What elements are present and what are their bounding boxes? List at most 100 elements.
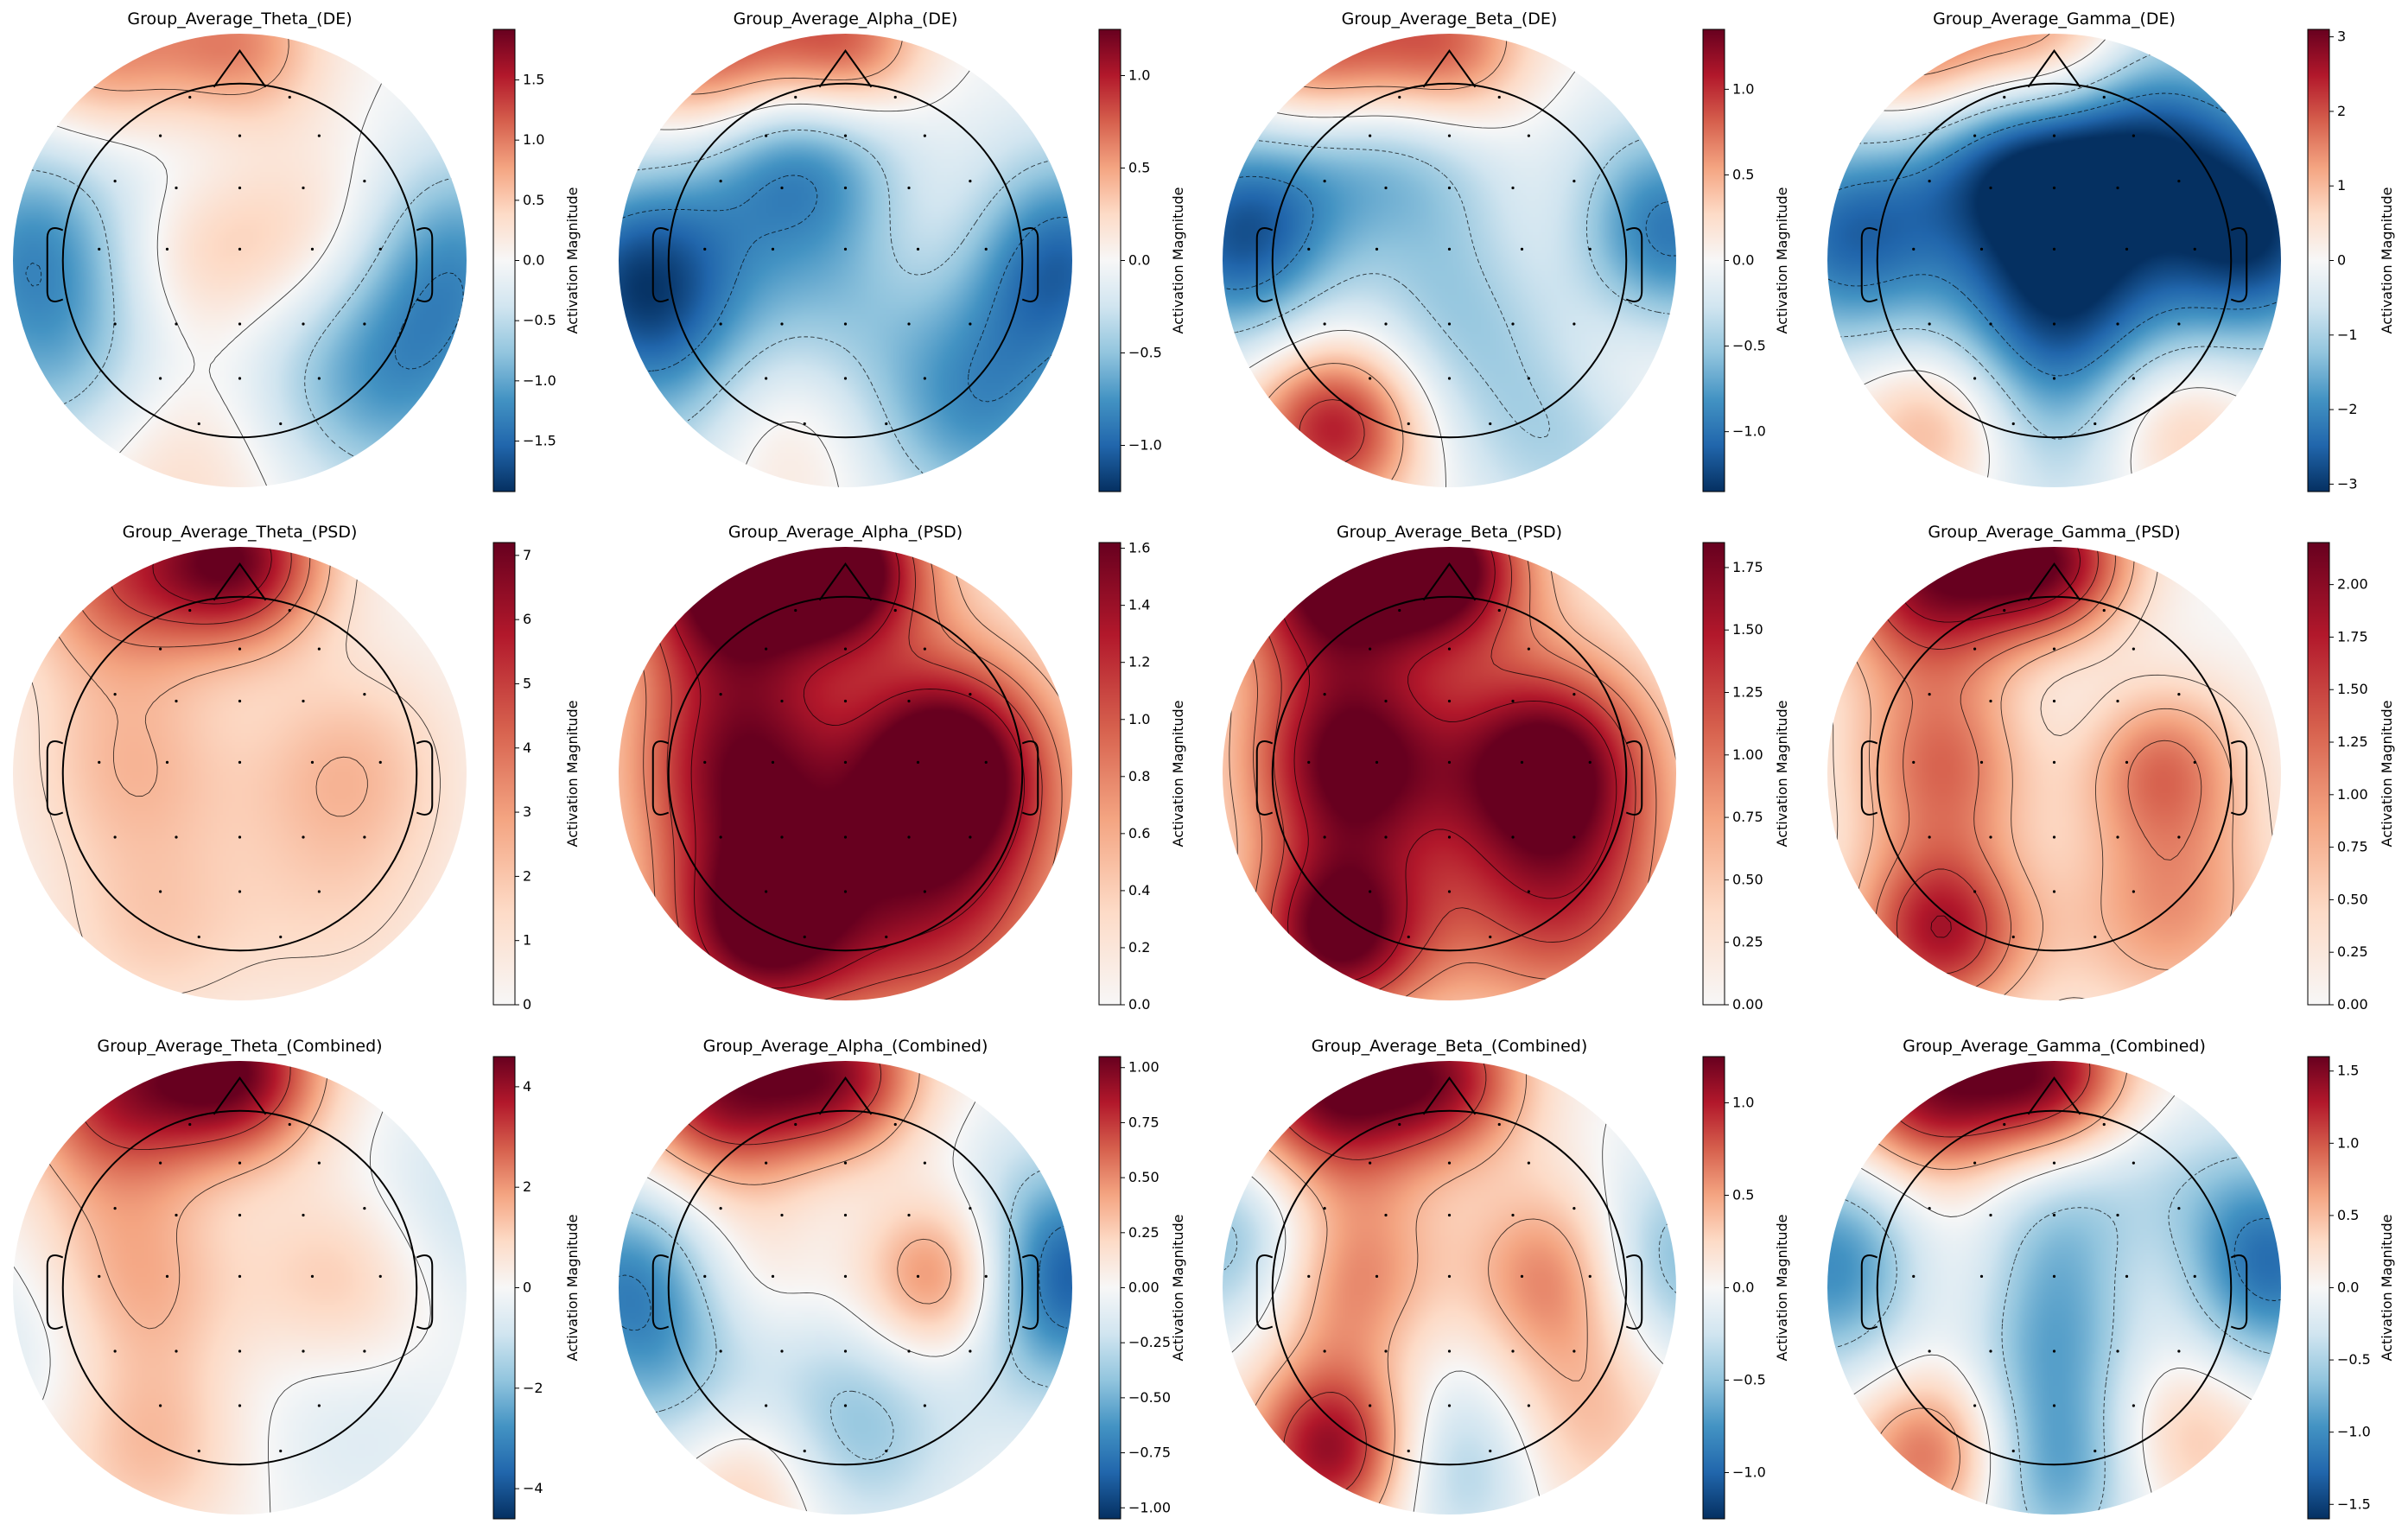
electrode-dot <box>288 608 291 613</box>
colorbar <box>492 542 516 1006</box>
electrode-dot <box>703 1274 707 1278</box>
colorbar-label: Activation Magnitude <box>564 187 581 334</box>
electrode-dot <box>2052 647 2056 651</box>
electrode-dot <box>1369 377 1372 380</box>
topomap-panel: Group_Average_Theta_(PSD) 7 6 5 4 3 2 1 0 Activat… <box>13 523 581 1013</box>
electrode-dot <box>2125 760 2129 764</box>
electrode-dot <box>1323 693 1326 696</box>
electrode-dot <box>1375 247 1379 251</box>
electrode-dot <box>969 835 972 839</box>
electrode-dot <box>113 1207 117 1210</box>
electrode-dot <box>2052 1404 2056 1407</box>
electrode-dot <box>2132 890 2135 893</box>
activation-heatmap <box>619 34 1072 487</box>
left-ear-outline <box>1255 227 1274 302</box>
electrode-dot <box>159 890 162 893</box>
colorbar-tick-label: 0.0 <box>1732 252 1754 269</box>
colorbar-tick-label: 0.25 <box>1128 1224 1160 1241</box>
electrode-dot <box>1573 322 1576 326</box>
electrode-dot <box>2011 935 2015 939</box>
colorbar-tick-label: 0 <box>2337 252 2346 269</box>
electrode-dot <box>1573 1207 1576 1210</box>
electrode-dot <box>1384 835 1388 839</box>
electrode-dot <box>719 835 722 839</box>
nose-outline <box>2027 562 2081 601</box>
electrode-dot <box>165 760 169 764</box>
colorbar-tick-label: 1.00 <box>1128 1059 1160 1076</box>
electrode-dot <box>159 377 162 380</box>
electrode-dot <box>1989 1213 1992 1217</box>
colorbar-tick-label: −1.5 <box>2337 1495 2371 1512</box>
colorbar-tick-label: 0.0 <box>1128 996 1150 1013</box>
electrode-dot <box>923 1161 926 1165</box>
panel-title: Group_Average_Theta_(PSD) <box>123 523 358 542</box>
electrode-dot <box>363 1207 366 1210</box>
electrode-dot <box>907 835 911 839</box>
colorbar-tick-label: 0.5 <box>523 192 544 208</box>
electrode-dot <box>159 1161 162 1165</box>
colorbar-tick-label: 2 <box>523 1178 531 1195</box>
electrode-dot <box>1447 890 1452 893</box>
electrode-dot <box>923 1404 926 1407</box>
colorbar-tick-label: −0.5 <box>1732 338 1766 354</box>
electrode-dot <box>238 647 242 651</box>
activation-heatmap <box>13 34 467 487</box>
colorbar-label: Activation Magnitude <box>1774 187 1790 334</box>
colorbar-tick-label: 2 <box>2337 103 2346 119</box>
electrode-dot <box>794 608 797 613</box>
electrode-dot <box>1979 1274 1984 1278</box>
electrode-dot <box>1928 693 1931 696</box>
electrode-dot <box>916 247 920 251</box>
electrode-dot <box>2132 647 2135 651</box>
electrode-dot <box>2102 1122 2106 1127</box>
right-ear-outline <box>1021 740 1039 816</box>
electrode-dot <box>238 134 242 137</box>
electrode-dot <box>317 1404 321 1407</box>
electrode-dot <box>1447 1349 1452 1353</box>
colorbar-tick-label: 1.00 <box>1732 746 1763 763</box>
electrode-dot <box>780 186 784 190</box>
colorbar-tick-label: 2.00 <box>2337 576 2368 593</box>
colorbar-tick-label: 1.75 <box>1732 559 1763 575</box>
electrode-dot <box>1511 322 1515 326</box>
electrode-dot <box>1447 186 1452 190</box>
colorbar-label: Activation Magnitude <box>1170 1215 1186 1362</box>
colorbar-tick-label: 4 <box>523 1078 531 1095</box>
electrode-dot <box>885 422 888 426</box>
electrode-dot <box>1447 699 1452 703</box>
electrode-dot <box>1527 377 1530 380</box>
electrode-dot <box>1989 1349 1992 1353</box>
right-ear-outline <box>2230 740 2248 816</box>
colorbar-tick-label: 1.0 <box>1128 711 1150 727</box>
colorbar-tick-label: 5 <box>523 675 531 691</box>
colorbar-tick-label: 3 <box>2337 29 2346 45</box>
electrode-dot <box>843 1213 848 1217</box>
electrode-dot <box>310 760 315 764</box>
colorbar-tick-label: 3 <box>523 803 531 820</box>
electrode-dot <box>2116 835 2119 839</box>
topomap-panel: Group_Average_Alpha_(PSD) 1.6 1.4 1.2 1.0 0.8… <box>619 523 1186 1013</box>
electrode-dot <box>363 693 366 696</box>
colorbar-tick-label: 1.0 <box>2337 1134 2359 1151</box>
electrode-dot <box>159 1404 162 1407</box>
electrode-dot <box>197 935 200 939</box>
colorbar-tick-label: 0.8 <box>1128 768 1150 784</box>
electrode-dot <box>1520 247 1524 251</box>
electrode-dot <box>907 186 911 190</box>
electrode-dot <box>1573 180 1576 183</box>
electrode-dot <box>2052 247 2056 251</box>
colorbar <box>1098 29 1121 492</box>
colorbar <box>2307 29 2330 492</box>
electrode-dot <box>1973 377 1977 380</box>
colorbar-tick-label: 0.4 <box>1128 882 1150 899</box>
electrode-dot <box>843 699 848 703</box>
colorbar-label: Activation Magnitude <box>1774 701 1790 848</box>
nose-outline <box>1422 49 1477 88</box>
right-ear-outline <box>1625 1254 1643 1330</box>
left-ear-outline <box>46 227 64 302</box>
electrode-dot <box>302 322 305 326</box>
electrode-dot <box>1447 1213 1452 1217</box>
electrode-dot <box>1384 322 1388 326</box>
colorbar-tick-label: 1.0 <box>1732 80 1754 97</box>
colorbar-tick-label: −1 <box>2337 327 2358 343</box>
